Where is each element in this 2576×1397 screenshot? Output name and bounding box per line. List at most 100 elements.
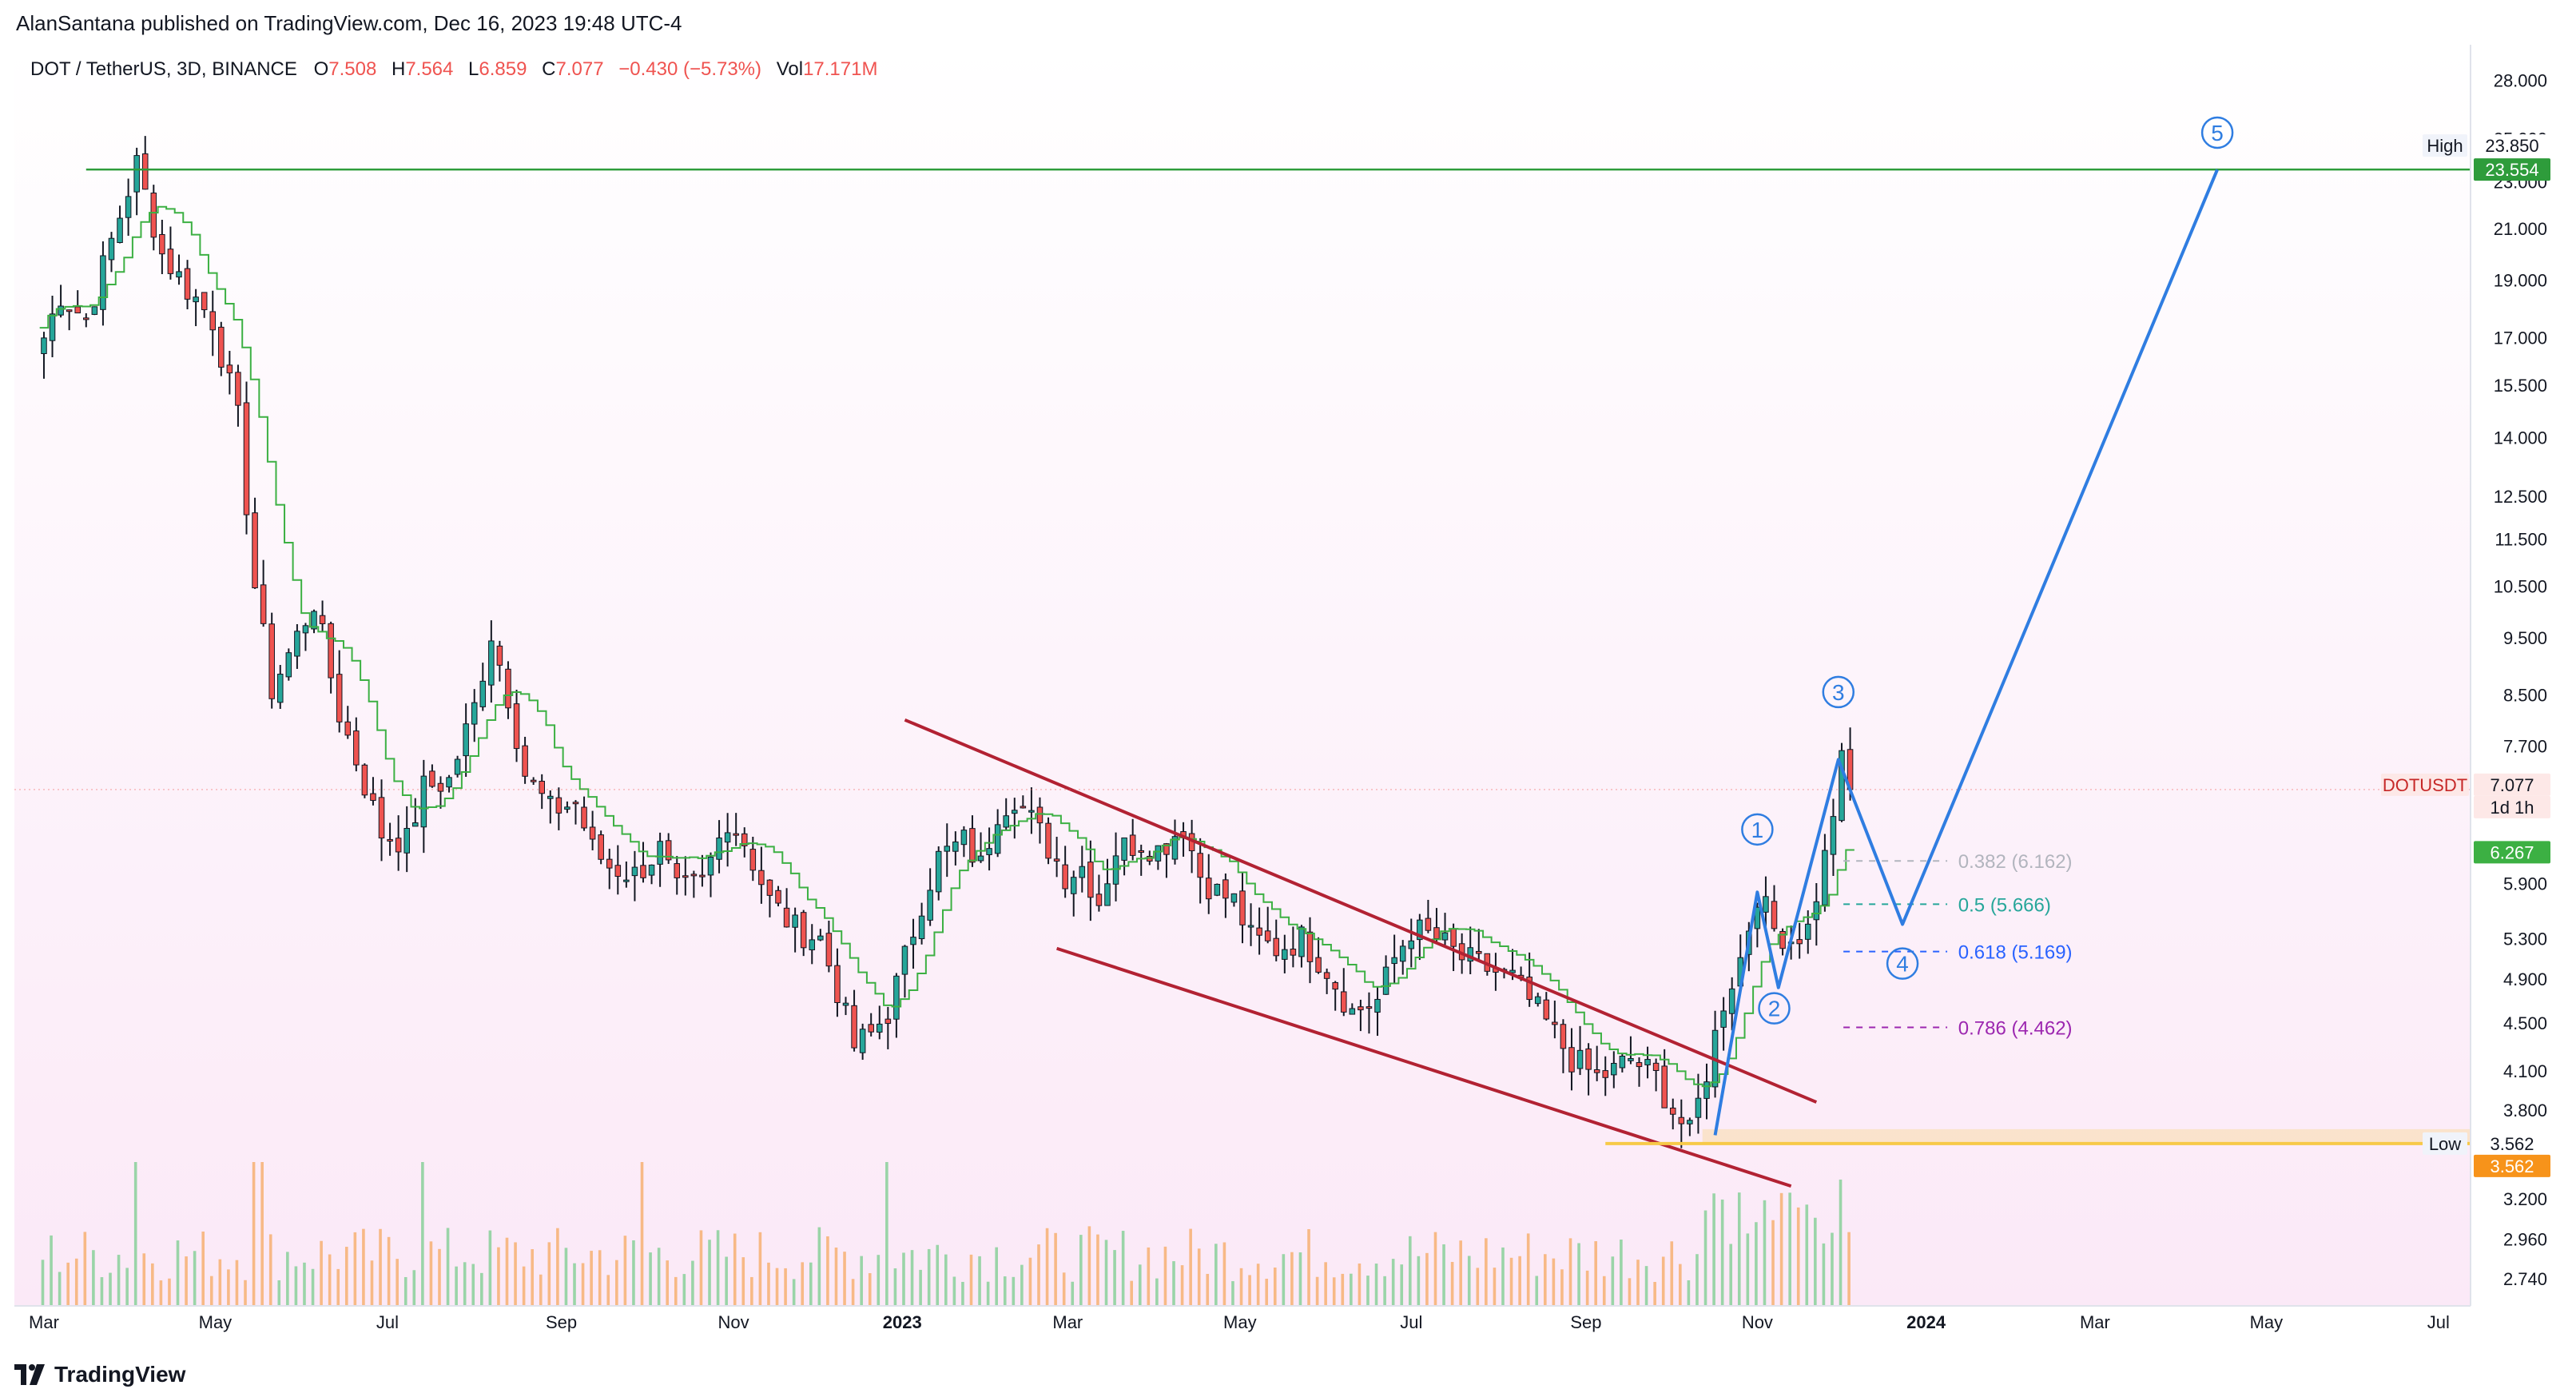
- candle-body: [176, 271, 182, 278]
- legend-close: 7.077: [555, 58, 603, 80]
- candle-body: [1205, 878, 1212, 900]
- volume-bar: [927, 1248, 931, 1306]
- candle-body: [1433, 927, 1440, 940]
- volume-bar: [843, 1252, 846, 1306]
- volume-bar: [1417, 1256, 1421, 1306]
- volume-bar: [463, 1262, 467, 1306]
- volume-bar: [1695, 1254, 1699, 1306]
- candle-body: [901, 945, 908, 975]
- last-price-countdown-box: [2474, 795, 2550, 818]
- candle-body: [1830, 816, 1837, 855]
- volume-bar: [1290, 1252, 1294, 1306]
- volume-bar: [1408, 1236, 1412, 1306]
- volume-bar: [522, 1266, 526, 1306]
- volume-bar: [1332, 1277, 1336, 1306]
- candle-body: [1222, 879, 1229, 899]
- candle-body: [1366, 1006, 1373, 1009]
- time-tick-label: Mar: [29, 1312, 59, 1332]
- volume-bar: [1400, 1264, 1404, 1306]
- candle-body: [1256, 927, 1262, 936]
- candle-body: [910, 937, 916, 945]
- volume-bar: [100, 1277, 104, 1306]
- candle-body: [336, 674, 343, 722]
- candle-body: [226, 364, 233, 374]
- legend-open-label: O: [314, 58, 329, 80]
- candle-body: [479, 680, 487, 707]
- volume-bar: [1138, 1264, 1142, 1306]
- wave-label-circle: [1758, 992, 1791, 1025]
- volume-bar: [421, 1162, 424, 1306]
- time-tick-label: Sep: [546, 1312, 577, 1332]
- candle-body: [1087, 862, 1094, 898]
- volume-bar: [1180, 1265, 1184, 1306]
- candle-body: [994, 824, 1001, 854]
- candle-body: [834, 965, 841, 1004]
- ma-line: [39, 205, 1854, 1088]
- volume-bar: [1189, 1228, 1192, 1306]
- candle-body: [1450, 928, 1457, 947]
- candle-body: [1754, 906, 1761, 929]
- price-tick-label: 8.500: [2503, 686, 2547, 706]
- volume-bar: [969, 1254, 973, 1306]
- drawings: 0.382 (6.162) 0.5 (5.666) 0.618 (5.169) 0.7…: [14, 116, 2471, 1188]
- volume-bar: [1222, 1242, 1226, 1306]
- candle-body: [1332, 981, 1338, 990]
- volume-bar: [1079, 1235, 1083, 1306]
- volume-bar: [606, 1275, 610, 1306]
- time-tick-label: Jul: [1400, 1312, 1422, 1332]
- candle-body: [1239, 890, 1246, 925]
- time-tick-label: Mar: [1052, 1312, 1083, 1332]
- volume-bar: [218, 1259, 222, 1306]
- candle-body: [783, 907, 790, 928]
- volume-bar: [1239, 1268, 1243, 1306]
- candle-body: [1703, 1081, 1710, 1099]
- candle-body: [716, 837, 722, 860]
- volume-bar: [1037, 1244, 1040, 1306]
- volume-bar: [1509, 1257, 1513, 1306]
- price-chart[interactable]: 0.382 (6.162) 0.5 (5.666) 0.618 (5.169) 0.7…: [14, 45, 2576, 1339]
- candle-body: [1602, 1070, 1609, 1078]
- chart-pane[interactable]: 0.382 (6.162) 0.5 (5.666) 0.618 (5.169) 0.7…: [14, 45, 2576, 1339]
- volume-bar: [1231, 1281, 1234, 1306]
- high-label: High: [2427, 136, 2463, 156]
- volume-bar: [260, 1162, 264, 1306]
- candle-body: [454, 758, 461, 775]
- candle-body: [960, 830, 968, 846]
- tradingview-logo-icon: [14, 1364, 46, 1385]
- fib-level-label: 0.382 (6.162): [1958, 851, 2073, 873]
- candle-body: [311, 611, 317, 630]
- volume-bar: [320, 1240, 323, 1306]
- candle-body: [1298, 926, 1305, 957]
- low-label: Low: [2429, 1134, 2461, 1154]
- candle-body: [1560, 1024, 1567, 1049]
- volume-bar: [851, 1279, 855, 1306]
- candle-body: [724, 832, 731, 843]
- candle-body: [361, 764, 368, 796]
- volume-bar: [531, 1249, 534, 1306]
- candle-body: [682, 875, 689, 878]
- candle-body: [1728, 988, 1735, 1014]
- candle-body: [986, 848, 992, 855]
- volume-bar: [1611, 1256, 1615, 1306]
- candle-body: [209, 311, 217, 331]
- volume-bar: [176, 1240, 180, 1306]
- fib-level-label: 0.618 (5.169): [1958, 942, 2073, 964]
- volume-bar: [429, 1241, 433, 1306]
- volume-bar: [1779, 1192, 1783, 1306]
- volume-bar: [1628, 1278, 1632, 1306]
- candle-body: [108, 237, 115, 261]
- candle-body: [598, 834, 604, 860]
- time-tick-label: May: [1223, 1312, 1257, 1332]
- candle-body: [1534, 996, 1541, 1005]
- volume-bar: [564, 1248, 568, 1306]
- candle-body: [969, 828, 976, 863]
- volume-bar: [1796, 1207, 1800, 1306]
- volume-bar: [277, 1280, 281, 1306]
- volume-bar: [1493, 1268, 1497, 1306]
- volume-bar: [801, 1262, 805, 1306]
- candle-body: [420, 775, 427, 828]
- candle-body: [387, 838, 393, 842]
- volume-bar: [1552, 1258, 1556, 1306]
- candle-body: [648, 864, 655, 876]
- candle-body: [1264, 930, 1271, 941]
